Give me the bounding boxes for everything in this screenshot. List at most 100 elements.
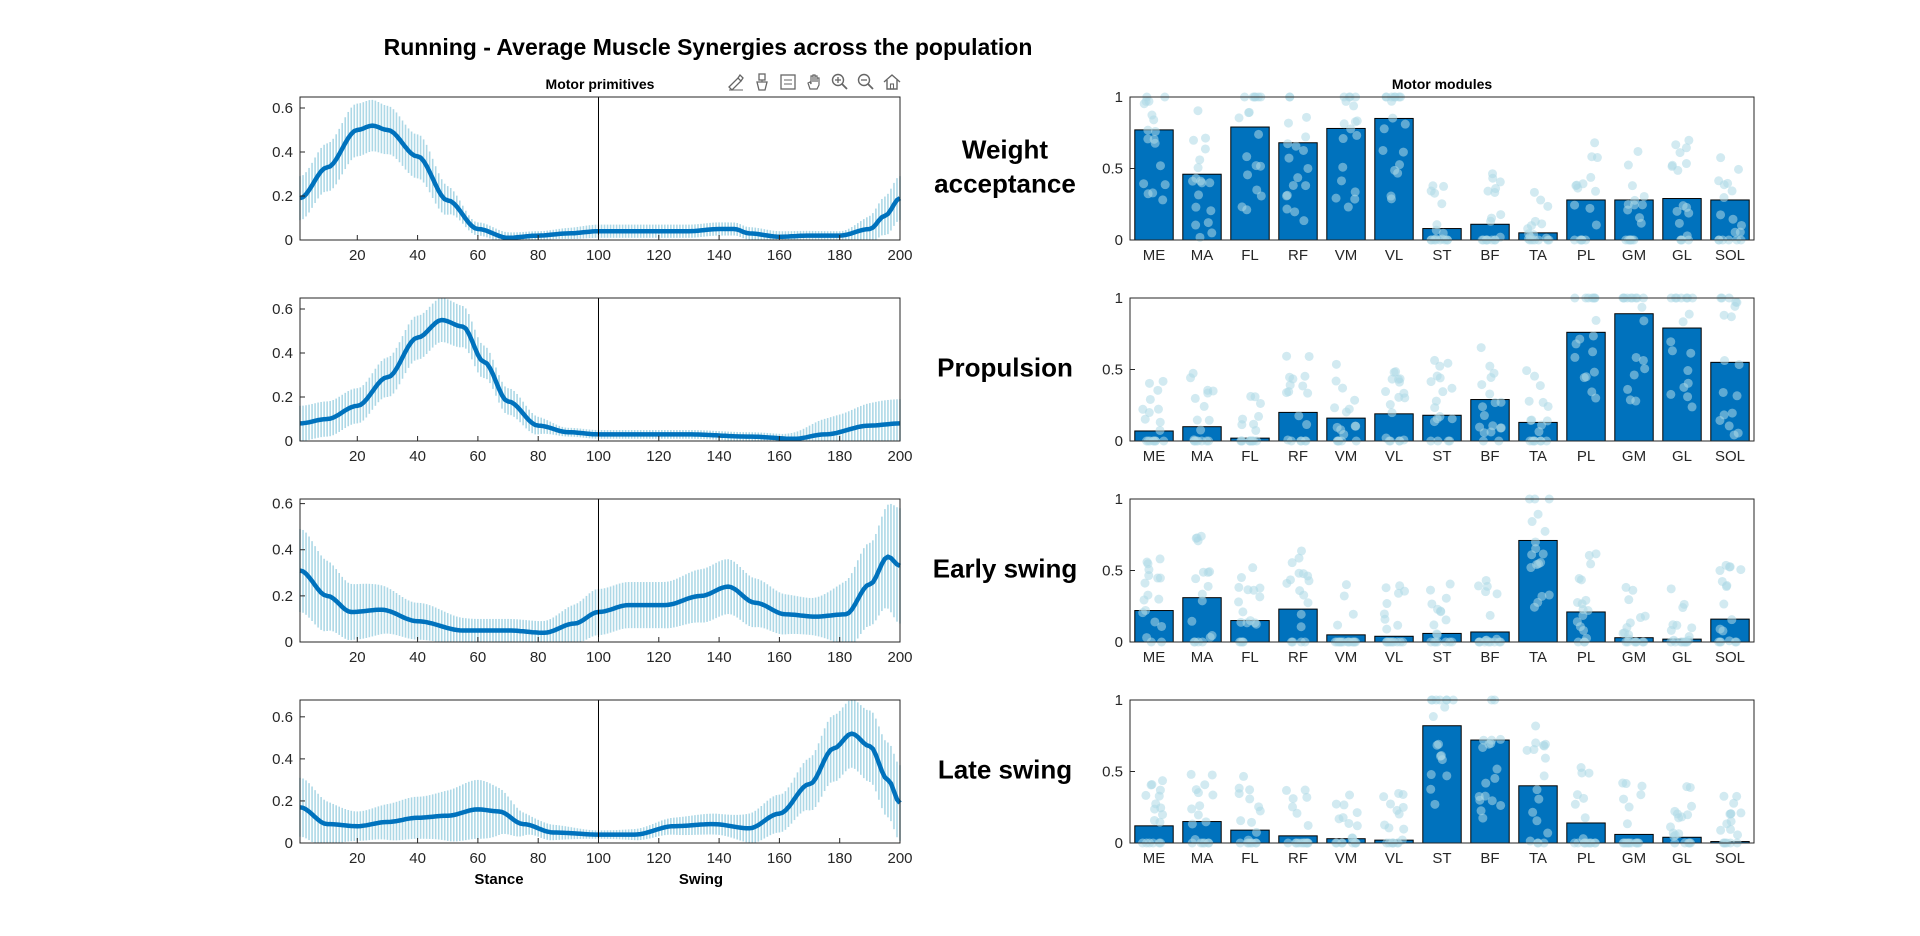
subject-dot — [1495, 177, 1505, 187]
subject-dot — [1667, 346, 1677, 356]
subject-dot — [1291, 141, 1301, 151]
subject-dot — [1736, 808, 1746, 818]
subject-dot — [1148, 188, 1158, 198]
subject-dot — [1237, 202, 1247, 212]
x-tick-label: 80 — [530, 850, 547, 867]
subject-dot — [1681, 159, 1691, 169]
subject-dot — [1618, 778, 1628, 788]
y-tick-label: 0.5 — [1102, 362, 1123, 379]
subject-dot — [1578, 834, 1588, 844]
subject-dot — [1734, 360, 1744, 370]
muscle-label: MA — [1191, 850, 1214, 867]
subject-dot — [1431, 396, 1441, 406]
primitive-axes-box — [299, 297, 901, 442]
subject-dot — [1426, 377, 1436, 387]
muscle-label: BF — [1480, 649, 1499, 666]
subject-dot — [1623, 160, 1633, 170]
subject-dot — [1625, 395, 1635, 405]
subject-dot — [1145, 394, 1155, 404]
subject-dot — [1195, 232, 1205, 242]
x-tick-label: 60 — [470, 448, 487, 465]
subject-dot — [1527, 517, 1537, 527]
x-tick-label: 80 — [530, 649, 547, 666]
subject-dot — [1287, 558, 1297, 568]
subject-dot — [1303, 598, 1313, 608]
subject-dot — [1492, 764, 1502, 774]
muscle-label: GM — [1622, 649, 1646, 666]
subject-dot — [1144, 408, 1154, 418]
subject-dot — [1203, 567, 1213, 577]
mean-primitive-line — [299, 554, 902, 636]
subject-dot — [1282, 388, 1292, 398]
data-tips-icon[interactable] — [750, 70, 774, 94]
muscle-label: MA — [1191, 649, 1214, 666]
subject-dot — [1490, 773, 1500, 783]
subject-dot — [1203, 581, 1213, 591]
subject-dot — [1485, 389, 1495, 399]
subject-dot — [1716, 210, 1726, 220]
zoom-in-icon[interactable] — [828, 70, 852, 94]
subject-dot — [1285, 380, 1295, 390]
subject-dot — [1679, 382, 1689, 392]
subject-dot — [1336, 176, 1346, 186]
pan-icon[interactable] — [802, 70, 826, 94]
subject-dot — [1726, 312, 1736, 322]
subject-dot — [1640, 364, 1650, 374]
subject-dot — [1531, 544, 1541, 554]
subject-dot — [1208, 790, 1218, 800]
subject-dot — [1300, 371, 1310, 381]
y-tick-label: 0.2 — [272, 389, 293, 406]
muscle-label: SOL — [1715, 850, 1745, 867]
subject-dot — [1186, 769, 1196, 779]
x-tick-label: 140 — [707, 448, 732, 465]
subject-dot — [1238, 607, 1248, 617]
subject-dot — [1534, 794, 1544, 804]
subject-dot — [1191, 220, 1201, 230]
subject-dot — [1581, 372, 1591, 382]
subject-dot — [1387, 96, 1397, 106]
subject-dot — [1300, 785, 1310, 795]
subject-dot — [1720, 356, 1730, 366]
subject-dot — [1637, 781, 1647, 791]
subject-dot — [1429, 620, 1439, 630]
x-tick-label: 200 — [887, 448, 912, 465]
subject-dot — [1496, 423, 1506, 433]
subject-dot — [1394, 377, 1404, 387]
subject-dot — [1436, 606, 1446, 616]
subject-dot — [1623, 205, 1633, 215]
muscle-label: GM — [1622, 247, 1646, 264]
subject-dot — [1199, 401, 1209, 411]
subject-dot — [1724, 421, 1734, 431]
subject-dot — [1255, 806, 1265, 816]
module-axes-box — [1129, 96, 1755, 241]
subject-dot — [1160, 180, 1170, 190]
y-tick-label: 0 — [285, 433, 293, 450]
home-icon[interactable] — [880, 70, 904, 94]
y-tick-label: 1 — [1115, 290, 1123, 307]
subject-dot — [1139, 179, 1149, 189]
muscle-label: FL — [1241, 850, 1259, 867]
subject-dot — [1618, 628, 1628, 638]
subject-dot — [1282, 204, 1292, 214]
subject-dot — [1251, 827, 1261, 837]
x-tick-label: 40 — [409, 649, 426, 666]
subject-dot — [1670, 830, 1680, 840]
subject-dot — [1380, 614, 1390, 624]
subject-dot — [1631, 352, 1641, 362]
subject-dot — [1234, 597, 1244, 607]
subject-dot — [1393, 588, 1403, 598]
subject-dot — [1719, 791, 1729, 801]
subject-dot — [1378, 145, 1388, 155]
y-tick-label: 0.6 — [272, 100, 293, 117]
subject-dot — [1666, 337, 1676, 347]
zoom-out-icon[interactable] — [854, 70, 878, 94]
x-tick-label: 20 — [349, 850, 366, 867]
subject-dot — [1637, 302, 1647, 312]
subject-dot — [1187, 804, 1197, 814]
subject-dot — [1432, 414, 1442, 424]
subject-dot — [1674, 218, 1684, 228]
datatip-list-icon[interactable] — [776, 70, 800, 94]
subject-dot — [1432, 740, 1442, 750]
brush-icon[interactable] — [724, 70, 748, 94]
mean-primitive-line — [299, 731, 902, 837]
